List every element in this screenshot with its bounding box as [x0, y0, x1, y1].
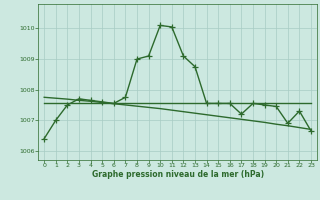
X-axis label: Graphe pression niveau de la mer (hPa): Graphe pression niveau de la mer (hPa) — [92, 170, 264, 179]
